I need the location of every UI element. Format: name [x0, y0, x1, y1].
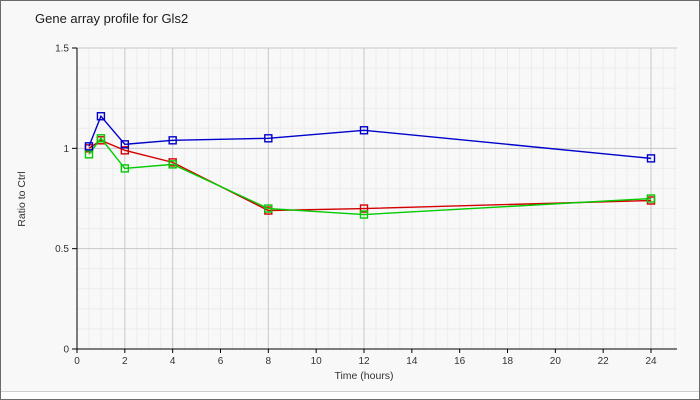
y-tick-label: 0.5	[55, 244, 69, 255]
data-point-marker-series-blue	[359, 126, 369, 135]
data-point-marker-series-blue	[264, 134, 273, 143]
x-tick-label: 4	[170, 356, 176, 367]
data-point-marker-series-red	[120, 146, 130, 155]
data-point-marker-series-red	[359, 204, 369, 213]
chart-title: Gene array profile for Gls2	[35, 11, 189, 26]
x-tick-label: 2	[122, 356, 128, 367]
data-point-marker-series-blue	[120, 140, 130, 149]
x-tick-label: 0	[74, 356, 80, 367]
data-point-marker-series-green	[84, 150, 94, 159]
data-point-marker-series-green	[646, 194, 656, 203]
x-tick-label: 8	[266, 356, 272, 367]
data-point-marker-series-blue	[168, 136, 177, 145]
x-tick-label: 6	[218, 356, 224, 367]
data-line-series-green	[88, 137, 652, 216]
y-tick-label: 1.5	[55, 44, 69, 55]
data-point-marker-series-blue	[96, 112, 106, 121]
data-point-marker-series-blue	[646, 154, 656, 163]
y-tick-label: 1	[63, 144, 69, 155]
data-line-series-red	[88, 139, 652, 212]
x-tick-label: 16	[454, 356, 466, 367]
data-point-marker-series-green	[120, 164, 130, 173]
x-tick-label: 24	[645, 356, 657, 367]
x-tick-label: 10	[311, 356, 323, 367]
x-tick-label: 20	[550, 356, 562, 367]
data-point-marker-series-green	[96, 134, 106, 143]
x-tick-label: 22	[598, 356, 610, 367]
y-tick-label: 0	[63, 345, 69, 356]
x-tick-label: 12	[358, 356, 370, 367]
data-point-marker-series-green	[264, 204, 273, 213]
footer-strip	[1, 391, 699, 399]
x-tick-label: 18	[502, 356, 514, 367]
x-tick-label: 14	[406, 356, 418, 367]
x-axis-label: Time (hours)	[334, 370, 394, 382]
data-point-marker-series-blue	[84, 142, 94, 151]
data-point-marker-series-green	[168, 160, 177, 169]
data-line-series-blue	[88, 114, 652, 160]
data-point-marker-series-green	[359, 210, 369, 219]
